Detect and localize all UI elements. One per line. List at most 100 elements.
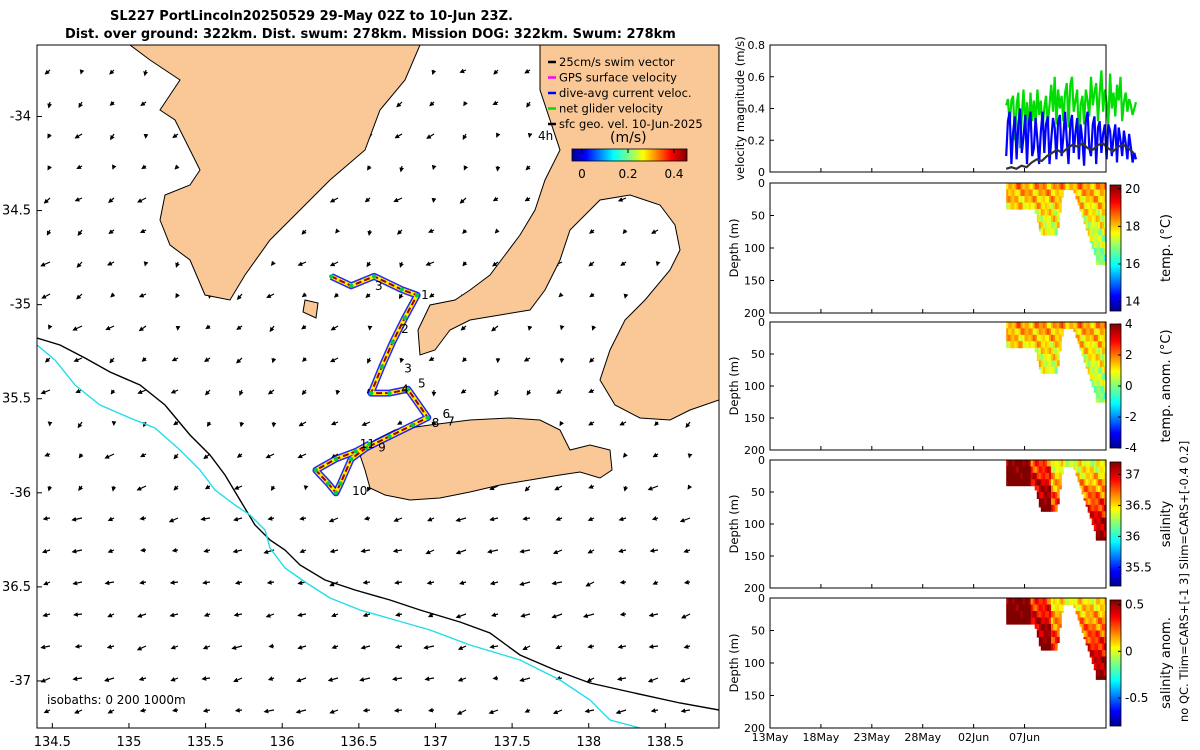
- salinity-anomaly-section-cell: [1012, 611, 1015, 619]
- current-vector: [71, 548, 83, 554]
- temperature-anomaly-section-cell: [1051, 328, 1054, 336]
- temperature-section-y-tick-label: 100: [744, 242, 765, 255]
- temperature-anomaly-section-cell: [1046, 366, 1050, 374]
- temperature-section-cell: [1091, 248, 1095, 249]
- temperature-anomaly-section-cell: [1087, 341, 1091, 349]
- current-vector: [236, 325, 243, 330]
- temperature-section-cell: [1024, 196, 1028, 204]
- salinity-anomaly-section-cell: [1093, 617, 1097, 625]
- current-vector: [202, 708, 211, 713]
- salinity-anomaly-section-cell: [1049, 604, 1052, 612]
- current-vector: [139, 515, 147, 521]
- temperature-section-cell: [1046, 228, 1050, 236]
- track-point: [402, 315, 407, 320]
- salinity-section-cell: [1087, 472, 1091, 480]
- salinity-anomaly-section-cell: [1046, 630, 1050, 638]
- temperature-anomaly-section-cell: [1046, 328, 1050, 336]
- salinity-anomaly-section-cell: [1038, 637, 1042, 645]
- temperature-section-cell: [1040, 228, 1044, 236]
- temperature-section-cell: [1026, 202, 1030, 210]
- current-vector: [655, 261, 661, 267]
- salinity-section-cell: [1024, 466, 1028, 474]
- temperature-anomaly-section-cell: [1099, 373, 1103, 381]
- temperature-section-cell: [1091, 222, 1095, 230]
- temperature-anomaly-section-cell: [1101, 328, 1105, 336]
- current-vector: [551, 580, 563, 586]
- current-vector: [43, 708, 51, 714]
- salinity-anomaly-section-cell: [1026, 617, 1030, 625]
- salinity-section-cell: [1032, 472, 1036, 480]
- current-vector: [46, 229, 52, 236]
- salinity-section-cell: [1040, 498, 1044, 506]
- temperature-section-cell: [1012, 189, 1015, 197]
- current-vector: [492, 675, 499, 681]
- salinity-section-cell: [1049, 460, 1052, 467]
- salinity-section-cell: [1053, 498, 1056, 506]
- salinity-section-cell: [1097, 498, 1101, 506]
- temperature-section-cell: [1022, 183, 1026, 191]
- salinity-section-cell: [1091, 472, 1095, 480]
- land-islet: [302, 299, 319, 319]
- salinity-section-cell: [1032, 460, 1036, 467]
- salinity-anomaly-section-cell: [1049, 611, 1052, 619]
- salinity-section-cell: [1101, 466, 1105, 474]
- salinity-anomaly-section-cell: [1055, 617, 1058, 625]
- temperature-section-cell: [1046, 196, 1050, 204]
- current-vector: [392, 676, 403, 682]
- temperature-anomaly-section-cell: [1089, 328, 1093, 336]
- temperature-anomaly-section-cell: [1097, 373, 1101, 381]
- salinity-section-cell: [1077, 466, 1081, 474]
- temperature-section-cell: [1091, 241, 1095, 249]
- current-vector: [524, 708, 531, 713]
- temperature-section-cell: [1104, 189, 1107, 197]
- temperature-anomaly-section-cell: [1044, 334, 1048, 342]
- current-vector: [396, 229, 403, 235]
- salinity-anomaly-section-cell: [1085, 637, 1089, 645]
- current-vector: [40, 644, 51, 650]
- salinity-section-cell: [1006, 472, 1009, 480]
- temperature-section-cell: [1053, 215, 1056, 223]
- salinity-anomaly-section-cell: [1083, 624, 1087, 632]
- salinity-section-cell: [1028, 460, 1032, 467]
- current-vector: [491, 612, 499, 617]
- salinity-anomaly-section-cell: [1091, 637, 1095, 645]
- salinity-section-cell: [1042, 479, 1046, 487]
- temperature-anomaly-section-cell: [1036, 334, 1040, 342]
- salinity-anomaly-section-cell: [1093, 643, 1097, 651]
- temperature-section-cell: [1036, 183, 1040, 191]
- salinity-anomaly-section-cell: [1073, 604, 1076, 609]
- current-vector: [588, 388, 595, 393]
- current-vector: [271, 357, 277, 364]
- salinity-anomaly-section-cell: [1028, 611, 1032, 619]
- temperature-section-cell: [1093, 228, 1097, 236]
- temperature-section-cell: [1006, 183, 1009, 191]
- salinity-anomaly-section-cell: [1034, 604, 1038, 612]
- current-vector: [489, 580, 499, 586]
- temperature-anomaly-section-cell: [1030, 328, 1034, 336]
- current-vector: [106, 644, 115, 650]
- current-vector: [587, 549, 595, 554]
- salinity-section-cell: [1032, 479, 1036, 487]
- track-point: [313, 468, 319, 473]
- temperature-section-cell: [1104, 196, 1107, 204]
- salinity-section-cell: [1073, 460, 1076, 467]
- temperature-anomaly-section-cell: [1061, 322, 1064, 329]
- temperature-section-cell: [1081, 209, 1085, 217]
- temperature-anomaly-section-cell: [1018, 334, 1021, 342]
- salinity-anomaly-section-cell: [1055, 598, 1058, 606]
- temperature-section-cell: [1053, 196, 1056, 204]
- current-vector: [265, 453, 275, 459]
- waypoint-label: 4: [401, 382, 409, 396]
- current-vector: [333, 292, 340, 298]
- current-vector: [364, 197, 371, 203]
- temperature-section-cell: [1077, 196, 1081, 204]
- current-vector: [559, 357, 565, 364]
- salinity-anomaly-section-y-tick-label: 200: [744, 722, 765, 735]
- temperature-section-y-tick-label: 50: [751, 210, 765, 223]
- current-vector: [74, 709, 83, 714]
- temperature-anomaly-section-cell: [1008, 341, 1011, 349]
- salinity-section-cell: [1049, 485, 1052, 493]
- salinity-section-cell: [1097, 472, 1101, 480]
